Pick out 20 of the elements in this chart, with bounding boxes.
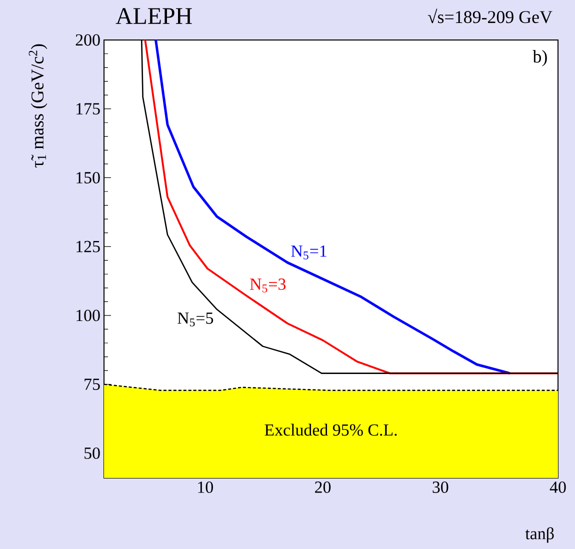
chart-title: ALEPH: [116, 8, 192, 24]
x-axis-title: tanβ: [525, 527, 554, 543]
chart-subtitle: √s=189-209 GeV: [428, 8, 552, 24]
x-tick-label: 10: [198, 482, 213, 493]
y-tick-label: 100: [76, 310, 100, 322]
x-tick-label: 40: [550, 482, 566, 493]
y-tick-label: 150: [76, 172, 100, 184]
x-tick-label: 30: [432, 482, 448, 493]
y-tick-label: 200: [76, 34, 100, 46]
y-axis-title: τ̃$_{1}$ mass (GeV/c$^{2}$): [28, 44, 48, 168]
y-tick-label: 75: [84, 378, 100, 390]
y-tick-label: 50: [84, 447, 100, 459]
series-label: N$_{5}$=3: [250, 278, 286, 292]
annotation: b): [532, 50, 547, 66]
annotation: Excluded 95% C.L.: [264, 424, 397, 436]
series-label: N$_{5}$=1: [291, 245, 326, 260]
x-tick-label: 20: [315, 482, 331, 493]
y-tick-label: 175: [76, 103, 100, 115]
series-label: N$_{5}$=5: [178, 312, 214, 326]
y-tick-label: 125: [76, 240, 100, 252]
